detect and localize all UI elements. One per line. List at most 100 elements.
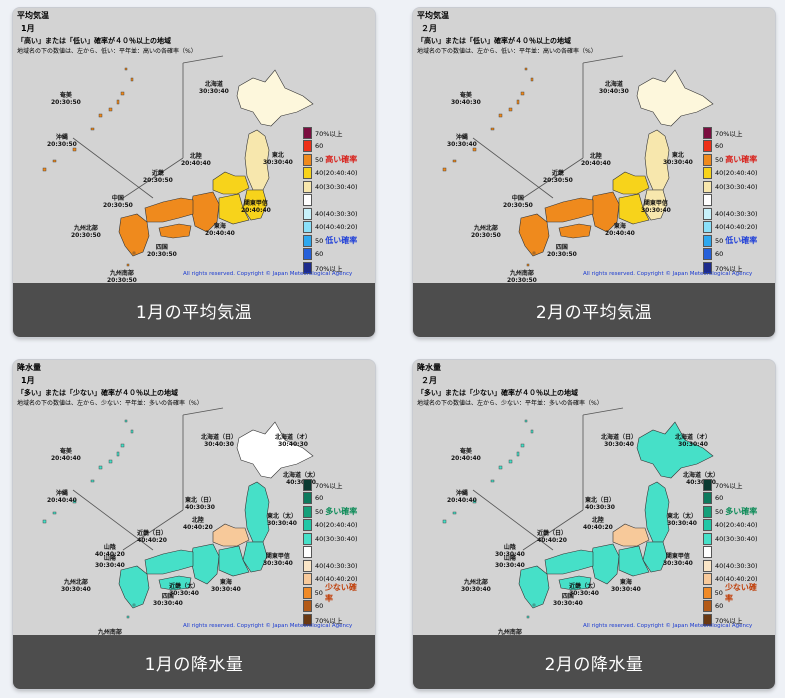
hokuriku-area bbox=[212, 523, 250, 547]
region-name: 東北（日） bbox=[585, 497, 616, 504]
legend-swatch bbox=[303, 478, 312, 491]
region-probability: 30:30:40 bbox=[263, 560, 293, 567]
region-name: 関東甲信 bbox=[643, 200, 668, 207]
map-legend: 70%以上 60 50 多い確率 40(20:40:40) 40(30:30:40) 40(… bbox=[703, 478, 763, 627]
region-name: 北海道（太） bbox=[683, 472, 720, 479]
legend-swatch bbox=[703, 519, 712, 532]
legend-label: 40(20:40:40) bbox=[715, 521, 758, 530]
region-name: 関東甲信 bbox=[265, 553, 290, 560]
region-name: 東海 bbox=[619, 579, 632, 586]
legend-swatch bbox=[703, 248, 712, 261]
region-name: 北海道（日） bbox=[201, 434, 238, 441]
region-probability: 40:30:30 bbox=[185, 504, 215, 511]
legend-swatch bbox=[703, 180, 712, 193]
legend-row: 60 bbox=[703, 248, 763, 262]
nansei-islands bbox=[442, 67, 536, 267]
legend-row: 60 bbox=[303, 248, 363, 262]
legend-swatch bbox=[303, 140, 312, 153]
legend-swatch bbox=[703, 492, 712, 505]
region-probability: 30:30:40 bbox=[663, 560, 693, 567]
map-description-note: 地域名の下の数値は、左から、低い：平年並：高いの各確率（%） bbox=[17, 48, 197, 55]
region-probability: 30:30:40 bbox=[553, 600, 583, 607]
region-label: 四国 20:30:50 bbox=[547, 244, 577, 258]
region-name: 北陸 bbox=[189, 153, 202, 160]
region-label: 山陽 30:30:40 bbox=[95, 555, 125, 569]
legend-row: 60 bbox=[303, 600, 363, 614]
region-name: 沖縄 bbox=[55, 490, 68, 497]
legend-swatch bbox=[703, 207, 712, 220]
legend-row: 70%以上 bbox=[303, 126, 363, 140]
legend-swatch bbox=[703, 546, 712, 559]
region-name: 北海道（オ） bbox=[275, 434, 312, 441]
legend-row: 40(30:30:40) bbox=[703, 532, 763, 546]
legend-label: 50 bbox=[315, 507, 324, 516]
chugoku-area bbox=[144, 197, 194, 223]
legend-label: 50 bbox=[715, 236, 724, 245]
legend-label: 40(30:30:40) bbox=[715, 534, 758, 543]
card-caption[interactable]: 1月の平均気温 bbox=[13, 283, 375, 337]
legend-label: 40(30:30:40) bbox=[315, 534, 358, 543]
kyushu-area bbox=[118, 565, 150, 609]
region-label: 近畿（太） 30:30:40 bbox=[169, 583, 199, 597]
legend-swatch bbox=[703, 261, 712, 274]
legend-swatch bbox=[703, 505, 712, 518]
region-probability: 30:40:30 bbox=[451, 99, 481, 106]
chugoku-area bbox=[144, 549, 194, 575]
map-card-4[interactable]: 降水量 ２月 「多い」または「少ない」確率が４０％以上の地域 地域名の下の数値は、左か… bbox=[413, 360, 775, 689]
region-label: 沖縄 30:30:40 bbox=[447, 134, 477, 148]
legend-label: 70%以上 bbox=[715, 264, 743, 273]
tokai-area bbox=[618, 193, 650, 225]
map-description: 「高い」または「低い」確率が４０％以上の地域 bbox=[17, 37, 171, 45]
legend-swatch bbox=[703, 559, 712, 572]
region-label: 東海 20:40:40 bbox=[205, 223, 235, 237]
region-label: 近畿（太） 30:30:40 bbox=[569, 583, 599, 597]
region-probability: 30:40:30 bbox=[278, 441, 308, 448]
legend-label: 40(30:30:40) bbox=[715, 182, 758, 191]
kyushu-area bbox=[118, 213, 150, 257]
legend-label: 70%以上 bbox=[315, 129, 343, 138]
legend-swatch bbox=[303, 559, 312, 572]
legend-row: 50 低い確率 bbox=[303, 234, 363, 248]
region-probability: 20:30:50 bbox=[51, 99, 81, 106]
card-caption[interactable]: 1月の降水量 bbox=[13, 635, 375, 689]
region-label: 関東甲信 30:30:40 bbox=[263, 553, 293, 567]
map-panel: 平均気温 ２月 「高い」または「低い」確率が４０％以上の地域 地域名の下の数値は、左か… bbox=[413, 8, 775, 283]
legend-row: 60 bbox=[703, 600, 763, 614]
map-card-2[interactable]: 平均気温 ２月 「高い」または「低い」確率が４０％以上の地域 地域名の下の数値は、左か… bbox=[413, 8, 775, 337]
legend-label: 40(40:30:30) bbox=[715, 209, 758, 218]
legend-swatch bbox=[303, 180, 312, 193]
region-label: 関東甲信 20:40:40 bbox=[241, 200, 271, 214]
legend-row: 70%以上 bbox=[703, 261, 763, 275]
map-card-3[interactable]: 降水量 1月 「多い」または「少ない」確率が４０％以上の地域 地域名の下の数値は、左か… bbox=[13, 360, 375, 689]
legend-row bbox=[703, 194, 763, 208]
hokuriku-area bbox=[612, 171, 650, 195]
map-description: 「多い」または「少ない」確率が４０％以上の地域 bbox=[17, 389, 178, 397]
region-probability: 30:30:40 bbox=[211, 586, 241, 593]
tokai-area bbox=[618, 545, 650, 577]
card-caption[interactable]: 2月の平均気温 bbox=[413, 283, 775, 337]
region-label: 北海道（日） 30:30:40 bbox=[601, 434, 637, 448]
shikoku-area bbox=[158, 223, 192, 239]
region-probability: 20:40:40 bbox=[205, 230, 235, 237]
map-month: ２月 bbox=[421, 24, 437, 33]
region-label: 関東甲信 30:30:40 bbox=[663, 553, 693, 567]
legend-swatch bbox=[703, 194, 712, 207]
map-card-1[interactable]: 平均気温 1月 「高い」または「低い」確率が４０％以上の地域 地域名の下の数値は、左か… bbox=[13, 8, 375, 337]
region-name: 近畿（太） bbox=[569, 583, 600, 590]
region-name: 四国 bbox=[161, 593, 174, 600]
region-label: 九州北部 20:30:50 bbox=[471, 225, 501, 239]
kyushu-area bbox=[518, 213, 550, 257]
region-probability: 40:40:20 bbox=[183, 524, 213, 531]
region-name: 近畿 bbox=[551, 170, 564, 177]
region-name: 北陸 bbox=[591, 517, 604, 524]
region-probability: 20:30:50 bbox=[71, 232, 101, 239]
legend-swatch bbox=[303, 492, 312, 505]
region-label: 中国 20:30:50 bbox=[103, 195, 133, 209]
region-probability: 20:40:40 bbox=[447, 497, 477, 504]
tohoku-area bbox=[644, 129, 670, 191]
region-label: 北陸 20:40:40 bbox=[581, 153, 611, 167]
legend-label: 60 bbox=[315, 250, 324, 259]
card-caption[interactable]: 2月の降水量 bbox=[413, 635, 775, 689]
legend-swatch bbox=[303, 613, 312, 626]
region-label: 東北（日） 40:30:30 bbox=[585, 497, 615, 511]
